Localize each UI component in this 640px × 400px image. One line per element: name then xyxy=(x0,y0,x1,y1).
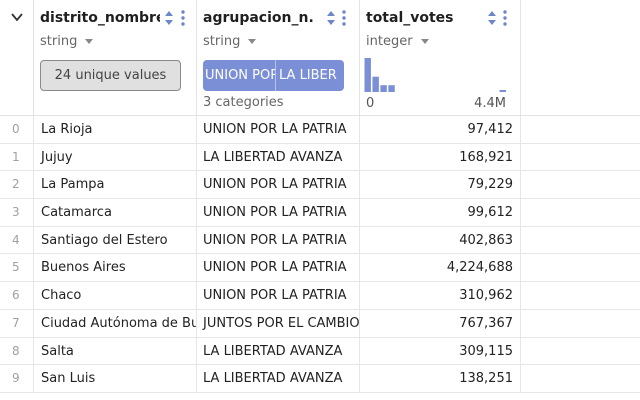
cell-distrito[interactable]: La Pampa xyxy=(34,171,197,199)
histogram-max-label: 4.4M xyxy=(474,96,506,111)
cell-total-votes[interactable]: 79,229 xyxy=(360,171,521,199)
cell-agrupacion[interactable]: LA LIBERTAD AVANZA xyxy=(197,143,360,171)
row-index: 1 xyxy=(0,143,34,171)
cell-total-votes[interactable]: 168,921 xyxy=(360,143,521,171)
chevron-down-icon[interactable] xyxy=(10,10,24,24)
histogram-bar[interactable] xyxy=(380,85,387,92)
row-index: 8 xyxy=(0,337,34,365)
cell-distrito[interactable]: La Rioja xyxy=(34,116,197,143)
category-segment[interactable]: UNION POR xyxy=(203,60,276,91)
cell-distrito[interactable]: Jujuy xyxy=(34,143,197,171)
cell-total-votes[interactable]: 138,251 xyxy=(360,365,521,392)
cell-total-votes[interactable]: 97,412 xyxy=(360,116,521,143)
row-index: 5 xyxy=(0,254,34,282)
dtype-label: string xyxy=(40,34,78,49)
row-index: 9 xyxy=(0,365,34,392)
cell-distrito[interactable]: Chaco xyxy=(34,282,197,309)
column-dtype-selector[interactable]: string xyxy=(203,34,257,49)
histogram-bar[interactable] xyxy=(364,58,371,92)
cell-agrupacion[interactable]: LA LIBERTAD AVANZA xyxy=(197,337,360,365)
column-name[interactable]: total_votes xyxy=(366,10,454,26)
row-index: 0 xyxy=(0,116,34,143)
cell-agrupacion[interactable]: UNION POR LA PATRIA xyxy=(197,226,360,254)
cell-agrupacion[interactable]: UNION POR LA PATRIA xyxy=(197,282,360,309)
dtype-label: string xyxy=(203,34,241,49)
caret-down-icon xyxy=(420,38,429,44)
cell-distrito[interactable]: San Luis xyxy=(34,365,197,392)
histogram-bar[interactable] xyxy=(372,76,379,92)
sort-icon[interactable] xyxy=(487,10,497,26)
column-dtype-selector[interactable]: string xyxy=(40,34,94,49)
caret-down-icon xyxy=(85,38,94,44)
unique-values-button[interactable]: 24 unique values xyxy=(40,60,181,91)
table-row[interactable]: 9 San Luis LA LIBERTAD AVANZA 138,251 xyxy=(0,365,640,393)
cell-total-votes[interactable]: 310,962 xyxy=(360,282,521,309)
cell-agrupacion[interactable]: JUNTOS POR EL CAMBIO xyxy=(197,309,360,337)
cell-total-votes[interactable]: 767,367 xyxy=(360,309,521,337)
cell-distrito[interactable]: Santiago del Estero xyxy=(34,226,197,254)
histogram-bar[interactable] xyxy=(388,85,395,92)
table-row[interactable]: 2 La Pampa UNION POR LA PATRIA 79,229 xyxy=(0,171,640,200)
sort-icon[interactable] xyxy=(326,10,336,26)
row-index: 6 xyxy=(0,282,34,309)
cell-agrupacion[interactable]: UNION POR LA PATRIA xyxy=(197,171,360,199)
column-header-total-votes: total_votes integer 0 4.4M xyxy=(360,0,521,116)
table-row[interactable]: 5 Buenos Aires UNION POR LA PATRIA 4,224,68… xyxy=(0,254,640,283)
cell-distrito[interactable]: Salta xyxy=(34,337,197,365)
cell-agrupacion[interactable]: UNION POR LA PATRIA xyxy=(197,199,360,226)
histogram-min-label: 0 xyxy=(366,96,375,111)
cell-agrupacion[interactable]: UNION POR LA PATRIA xyxy=(197,116,360,143)
cell-total-votes[interactable]: 99,612 xyxy=(360,199,521,226)
category-segment[interactable]: LA LIBER xyxy=(279,68,337,83)
row-index: 3 xyxy=(0,199,34,226)
kebab-menu-icon[interactable] xyxy=(502,9,508,27)
column-name[interactable]: distrito_nombre xyxy=(40,10,160,26)
cell-distrito[interactable]: Ciudad Autónoma de Buenos Aires xyxy=(34,309,197,337)
cell-distrito[interactable]: Catamarca xyxy=(34,199,197,226)
caret-down-icon xyxy=(248,38,257,44)
table-body: 0 La Rioja UNION POR LA PATRIA 97,412 1 Jujuy… xyxy=(0,116,640,393)
table-row[interactable]: 4 Santiago del Estero UNION POR LA PATRIA 4… xyxy=(0,226,640,255)
table-row[interactable]: 1 Jujuy LA LIBERTAD AVANZA 168,921 xyxy=(0,143,640,172)
column-header-agrupacion: agrupacion_n... string UNION POR LA LIBE… xyxy=(197,0,360,116)
dtype-label: integer xyxy=(366,34,413,49)
row-index: 4 xyxy=(0,226,34,254)
cell-total-votes[interactable]: 4,224,688 xyxy=(360,254,521,282)
kebab-menu-icon[interactable] xyxy=(180,9,186,27)
header-filler xyxy=(521,0,640,116)
sort-icon[interactable] xyxy=(164,10,174,26)
cell-total-votes[interactable]: 402,863 xyxy=(360,226,521,254)
table-row[interactable]: 0 La Rioja UNION POR LA PATRIA 97,412 xyxy=(0,116,640,144)
cell-agrupacion[interactable]: LA LIBERTAD AVANZA xyxy=(197,365,360,392)
table-row[interactable]: 3 Catamarca UNION POR LA PATRIA 99,612 xyxy=(0,199,640,227)
value-histogram[interactable] xyxy=(364,58,507,92)
cell-distrito[interactable]: Buenos Aires xyxy=(34,254,197,282)
row-index: 7 xyxy=(0,309,34,337)
cell-total-votes[interactable]: 309,115 xyxy=(360,337,521,365)
column-name[interactable]: agrupacion_n... xyxy=(203,10,313,26)
histogram-bar[interactable] xyxy=(499,90,506,92)
header-expander-cell xyxy=(0,0,34,116)
table-row[interactable]: 6 Chaco UNION POR LA PATRIA 310,962 xyxy=(0,282,640,310)
cell-agrupacion[interactable]: UNION POR LA PATRIA xyxy=(197,254,360,282)
table-row[interactable]: 8 Salta LA LIBERTAD AVANZA 309,115 xyxy=(0,337,640,366)
column-dtype-selector[interactable]: integer xyxy=(366,34,429,49)
kebab-menu-icon[interactable] xyxy=(341,9,347,27)
column-header-distrito: distrito_nombre string 24 unique values xyxy=(34,0,197,116)
category-distribution-bar[interactable]: UNION POR LA LIBER xyxy=(203,60,344,91)
categories-count: 3 categories xyxy=(203,95,284,110)
row-index: 2 xyxy=(0,171,34,199)
